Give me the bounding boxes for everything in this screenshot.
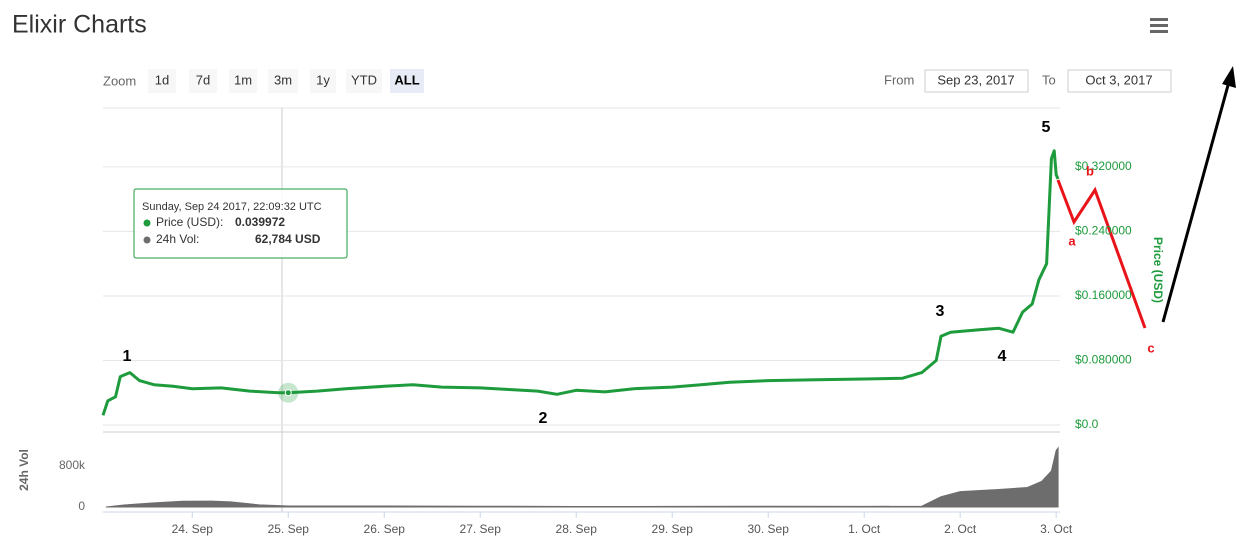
zoom-label: Zoom xyxy=(103,73,136,88)
zoom-button-label: 1y xyxy=(316,72,330,87)
y-tick-label: $0.320000 xyxy=(1075,159,1132,173)
x-tick-label: 30. Sep xyxy=(748,522,790,536)
arrow-head xyxy=(1222,66,1236,88)
tooltip-title: Sunday, Sep 24 2017, 22:09:32 UTC xyxy=(142,201,322,213)
y-tick-label: 0 xyxy=(78,499,85,513)
x-tick-label: 25. Sep xyxy=(268,522,310,536)
to-label: To xyxy=(1042,72,1056,87)
tooltip: Sunday, Sep 24 2017, 22:09:32 UTC Price (… xyxy=(133,188,348,259)
tooltip-dot xyxy=(143,219,151,227)
from-label: From xyxy=(884,72,914,87)
y-tick-label: $0.160000 xyxy=(1075,288,1132,302)
y-tick-label: $0.240000 xyxy=(1075,224,1132,238)
forecast-arrow xyxy=(1161,77,1232,323)
zoom-button-label: YTD xyxy=(351,72,377,87)
page-title: Elixir Charts xyxy=(12,11,147,39)
tooltip-value: 62,784 USD xyxy=(255,232,321,246)
wave-label: 1 xyxy=(123,348,132,365)
tooltip-dot xyxy=(143,236,151,244)
y-axis-title: Price (USD) xyxy=(1151,237,1165,303)
tooltip-label: Price (USD): xyxy=(156,215,223,229)
wave-label: 3 xyxy=(936,303,945,320)
zoom-button-label: 1d xyxy=(155,72,169,87)
y-tick-label: 800k xyxy=(59,458,86,472)
zoom-button-label: 3m xyxy=(274,72,292,87)
tooltip-value: 0.039972 xyxy=(235,215,285,229)
zoom-button-label: ALL xyxy=(394,72,419,87)
correction-line xyxy=(1056,179,1147,329)
x-tick-label: 1. Oct xyxy=(848,522,881,536)
price-line xyxy=(101,149,1060,416)
x-tick-label: 2. Oct xyxy=(944,522,977,536)
to-value: Oct 3, 2017 xyxy=(1085,72,1152,87)
x-tick-label: 24. Sep xyxy=(172,522,214,536)
hover-point xyxy=(284,389,292,397)
zoom-button[interactable] xyxy=(148,69,176,93)
x-tick-label: 26. Sep xyxy=(364,522,406,536)
zoom-button-label: 1m xyxy=(234,72,252,87)
tooltip-box xyxy=(133,188,348,259)
y-tick-label: $0.080000 xyxy=(1075,353,1132,367)
zoom-button[interactable] xyxy=(346,69,382,93)
from-value: Sep 23, 2017 xyxy=(937,72,1014,87)
to-input[interactable] xyxy=(1067,69,1172,93)
zoom-button[interactable] xyxy=(268,69,298,93)
x-tick-label: 3. Oct xyxy=(1040,522,1073,536)
zoom-button[interactable] xyxy=(229,69,257,93)
zoom-button[interactable] xyxy=(310,69,336,93)
tooltip-label: 24h Vol: xyxy=(156,232,199,246)
x-tick-label: 29. Sep xyxy=(652,522,694,536)
zoom-button[interactable] xyxy=(189,69,217,93)
zoom-button[interactable] xyxy=(390,69,424,93)
from-input[interactable] xyxy=(924,69,1029,93)
correction-label: a xyxy=(1068,233,1076,248)
correction-label: b xyxy=(1086,163,1094,178)
wave-label: 2 xyxy=(539,410,548,427)
x-tick-label: 28. Sep xyxy=(556,522,598,536)
menu-bar xyxy=(1150,30,1168,33)
zoom-button-label: 7d xyxy=(196,72,210,87)
x-tick-label: 27. Sep xyxy=(460,522,502,536)
correction-label: c xyxy=(1147,340,1154,355)
y-axis-title: 24h Vol xyxy=(17,449,31,491)
wave-label: 4 xyxy=(998,348,1007,365)
y-tick-label: $0.0 xyxy=(1075,417,1099,431)
menu-bar xyxy=(1150,18,1168,21)
menu-icon[interactable] xyxy=(1150,18,1168,33)
volume-area xyxy=(105,446,1059,508)
wave-label: 5 xyxy=(1042,119,1051,136)
menu-bar xyxy=(1150,24,1168,27)
